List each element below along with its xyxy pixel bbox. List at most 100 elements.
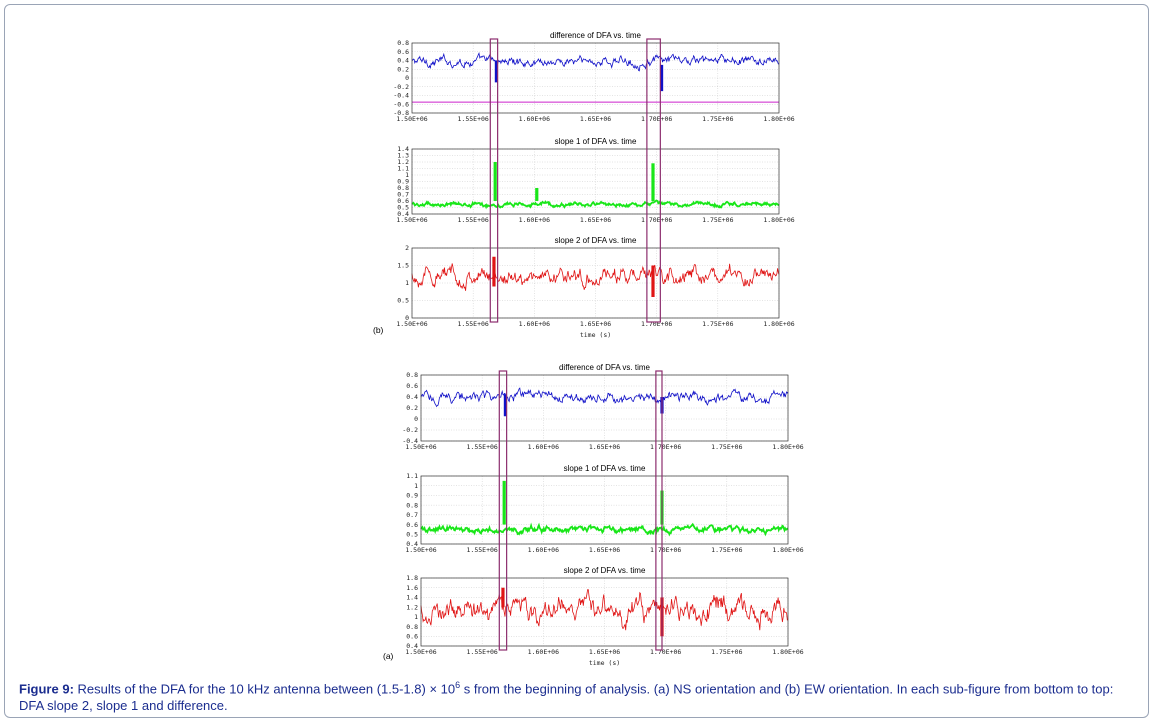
x-tick-label: 1.75E+06 <box>702 320 733 328</box>
caption-label: Figure 9: <box>19 681 74 697</box>
x-tick-label: 1.55E+06 <box>458 216 489 224</box>
series-line <box>420 589 789 631</box>
y-tick-label: -0.8 <box>393 109 409 117</box>
y-tick-label: 0.9 <box>397 178 409 186</box>
x-tick-label: 1.80E+06 <box>763 115 794 123</box>
caption-text-2: s from the beginning of analysis. (a) NS… <box>19 681 1114 714</box>
figure-plots: difference of DFA vs. time0.80.60.40.20-… <box>373 31 804 667</box>
x-tick-label: 1.60E+06 <box>519 115 550 123</box>
series-line <box>420 387 789 408</box>
panel-label-a: (a) <box>383 651 394 661</box>
x-tick-label: 1.70E+06 <box>650 443 681 451</box>
x-tick-label: 1.70E+06 <box>650 546 681 554</box>
x-tick-label: 1.75E+06 <box>711 546 742 554</box>
x-tick-label: 1.50E+06 <box>396 115 427 123</box>
plot-frame <box>420 475 789 545</box>
series-spike <box>502 480 506 525</box>
chart-title: slope 1 of DFA vs. time <box>564 464 646 473</box>
figure-caption: Figure 9: Results of the DFA for the 10 … <box>19 677 1139 714</box>
plot-frame <box>411 42 780 114</box>
x-tick-label: 1.65E+06 <box>580 320 611 328</box>
series-line <box>411 52 780 72</box>
x-axis-label: time (s) <box>580 331 611 339</box>
y-tick-label: 0.6 <box>397 197 409 205</box>
series-spike <box>493 162 497 201</box>
series-spike <box>651 163 655 201</box>
figure-frame: difference of DFA vs. time 0.8 0.6 0.4 0.2 0-… <box>4 4 1149 718</box>
series-spike <box>492 256 496 287</box>
caption-exponent: 6 <box>455 680 461 690</box>
x-tick-label: 1.60E+06 <box>519 320 550 328</box>
y-tick-label: 0.4 <box>406 540 418 548</box>
x-tick-label: 1.80E+06 <box>763 216 794 224</box>
series-spike <box>659 64 664 92</box>
x-tick-label: 1.80E+06 <box>772 546 803 554</box>
y-tick-label: 1.5 <box>397 262 409 270</box>
plot-frame <box>411 247 780 319</box>
panel-label-b: (b) <box>373 325 384 335</box>
x-tick-label: 1.65E+06 <box>580 115 611 123</box>
y-tick-label: 2 <box>405 244 409 252</box>
x-tick-label: 1.50E+06 <box>396 320 427 328</box>
chart-title: slope 2 of DFA vs. time <box>564 566 646 575</box>
y-tick-label: -0.2 <box>402 426 418 434</box>
y-tick-label: 0.4 <box>406 642 418 650</box>
x-tick-label: 1.65E+06 <box>589 648 620 656</box>
x-tick-label: 1.80E+06 <box>772 443 803 451</box>
x-axis-label: time (s) <box>589 659 620 667</box>
x-tick-label: 1.60E+06 <box>519 216 550 224</box>
y-tick-label: 0 <box>405 314 409 322</box>
series-spike <box>535 188 539 201</box>
x-tick-label: 1.55E+06 <box>467 546 498 554</box>
y-tick-label: 0.4 <box>397 57 409 65</box>
series-spike <box>501 587 505 608</box>
y-tick-label: 0.8 <box>406 371 418 379</box>
x-tick-label: 1.50E+06 <box>405 648 436 656</box>
y-tick-label: 0.8 <box>397 184 409 192</box>
y-tick-label: 0.7 <box>406 511 418 519</box>
y-tick-label: 0.4 <box>406 393 418 401</box>
y-tick-label: -0.4 <box>402 437 418 445</box>
x-tick-label: 1.60E+06 <box>528 648 559 656</box>
y-tick-label: 0.7 <box>397 191 409 199</box>
plot-frame <box>411 148 780 215</box>
y-tick-label: 0.6 <box>406 521 418 529</box>
y-tick-label: 1 <box>405 171 409 179</box>
x-tick-label: 1.55E+06 <box>458 115 489 123</box>
x-tick-label: 1.75E+06 <box>702 216 733 224</box>
y-tick-label: 0.8 <box>406 501 418 509</box>
event-highlight-box <box>498 370 508 651</box>
y-tick-label: 1.4 <box>406 594 418 602</box>
series-line <box>411 199 780 210</box>
y-tick-label: 1.6 <box>406 584 418 592</box>
x-tick-label: 1.70E+06 <box>650 648 681 656</box>
y-tick-label: 0.5 <box>406 530 418 538</box>
x-tick-label: 1.60E+06 <box>528 443 559 451</box>
series-spike <box>651 265 655 297</box>
y-tick-label: 0.8 <box>406 623 418 631</box>
y-tick-label: 0.9 <box>406 492 418 500</box>
plot-frame <box>420 374 789 442</box>
event-highlight-box <box>655 370 663 651</box>
series-line <box>411 263 780 291</box>
y-tick-label: 0.4 <box>397 210 409 218</box>
x-tick-label: 1.65E+06 <box>589 443 620 451</box>
y-tick-label: 0 <box>414 415 418 423</box>
y-tick-label: 1 <box>405 279 409 287</box>
y-tick-label: 0.8 <box>397 39 409 47</box>
chart-title: difference of DFA vs. time <box>559 363 651 372</box>
series-spike <box>494 60 499 83</box>
y-tick-label: 0 <box>405 74 409 82</box>
y-tick-label: 1.1 <box>406 472 418 480</box>
x-tick-label: 1.75E+06 <box>711 648 742 656</box>
y-tick-label: 1 <box>414 482 418 490</box>
y-tick-label: 0.6 <box>397 48 409 56</box>
x-tick-label: 1.55E+06 <box>458 320 489 328</box>
x-tick-label: 1.55E+06 <box>467 443 498 451</box>
y-tick-label: -0.6 <box>393 100 409 108</box>
chart-title: slope 1 of DFA vs. time <box>555 137 637 146</box>
x-tick-label: 1.60E+06 <box>528 546 559 554</box>
x-tick-label: 1.50E+06 <box>405 546 436 554</box>
x-tick-label: 1.50E+06 <box>396 216 427 224</box>
y-tick-label: 1.8 <box>406 574 418 582</box>
